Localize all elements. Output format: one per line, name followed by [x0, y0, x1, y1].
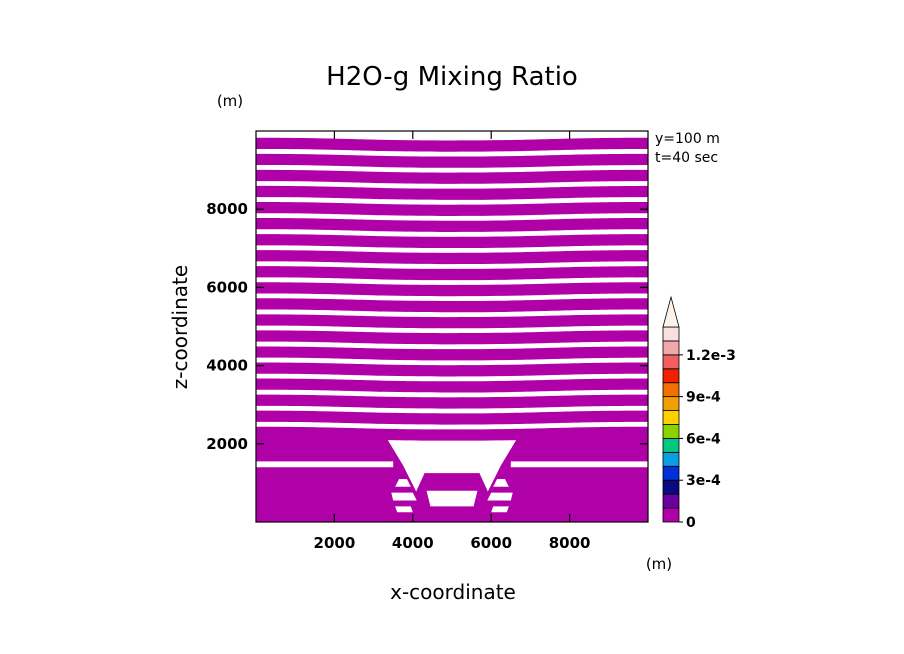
annotation-time: t=40 sec — [655, 150, 718, 166]
x-tick-label-6000: 6000 — [470, 534, 512, 552]
colorbar-bin-8 — [662, 410, 680, 425]
valley-wedge-1 — [395, 478, 411, 487]
plot-frame — [255, 130, 649, 523]
y-axis: 2000 4000 6000 8000 — [206, 200, 648, 453]
x-tick-label-4000: 4000 — [392, 534, 434, 552]
colorbar-bin-3 — [662, 479, 680, 495]
mixing-band-16 — [256, 185, 648, 200]
left-gap-strip — [256, 461, 394, 468]
colorbar-bin-9 — [662, 396, 680, 411]
colorbar-bin-4 — [662, 465, 680, 481]
valley-wedge-6 — [491, 506, 509, 513]
colorbar-bin-14 — [662, 326, 680, 342]
colorbar: 0 3e-4 6e-4 9e-4 1.2e-3 — [662, 295, 736, 531]
mixing-band-4 — [256, 378, 648, 393]
colorbar-bin-6 — [662, 438, 680, 453]
valley-wedge-5 — [487, 492, 513, 501]
colorbar-bin-12 — [662, 354, 680, 370]
x-tick-label-8000: 8000 — [549, 534, 591, 552]
x-tick-label-2000: 2000 — [314, 534, 356, 552]
annotation-y-position: y=100 m — [655, 131, 720, 147]
colorbar-bin-13 — [662, 340, 680, 356]
colorbar-extend-arrow — [662, 295, 680, 328]
y-unit-label: (m) — [217, 92, 243, 110]
mixing-band-6 — [256, 346, 648, 361]
mixing-band-13 — [256, 234, 648, 249]
mixing-band-18 — [256, 153, 648, 168]
mixing-band-8 — [256, 314, 648, 329]
right-terrain-block — [483, 435, 648, 522]
valley-wedge-4 — [493, 478, 509, 487]
mixing-band-7 — [256, 330, 648, 345]
y-axis-label: z-coordinate — [168, 265, 192, 389]
mixing-band-15 — [256, 201, 648, 216]
x-unit-label: (m) — [646, 555, 672, 573]
colorbar-bin-10 — [662, 382, 680, 398]
mixing-band-19 — [256, 137, 648, 152]
colorbar-tick-label-3: 9e-4 — [686, 390, 721, 406]
mixing-band-3 — [256, 394, 648, 409]
y-tick-label-4000: 4000 — [206, 357, 248, 375]
y-tick-label-8000: 8000 — [206, 200, 248, 218]
mixing-band-12 — [256, 250, 648, 265]
colorbar-bin-11 — [662, 368, 680, 384]
colorbar-tick-label-1: 3e-4 — [686, 473, 721, 489]
colorbar-bin-7 — [662, 424, 680, 439]
colorbar-bin-1 — [662, 507, 680, 523]
mixing-band-5 — [256, 362, 648, 377]
valley-wedge-2 — [391, 492, 417, 501]
x-axis-label: x-coordinate — [390, 580, 516, 604]
mixing-band-11 — [256, 266, 648, 281]
y-tick-label-2000: 2000 — [206, 435, 248, 453]
mixing-band-2 — [256, 410, 648, 425]
mixing-band-10 — [256, 282, 648, 297]
colorbar-tick-label-4: 1.2e-3 — [686, 348, 736, 364]
right-gap-strip — [510, 461, 648, 468]
colorbar-bin-2 — [662, 493, 680, 509]
valley-wedge-3 — [395, 506, 413, 513]
mixing-band-17 — [256, 169, 648, 184]
y-tick-label-6000: 6000 — [206, 278, 248, 296]
mixing-ratio-field — [256, 137, 648, 522]
left-terrain-block — [256, 435, 421, 522]
chart-title: H2O-g Mixing Ratio — [326, 62, 578, 92]
colorbar-tick-label-2: 6e-4 — [686, 431, 721, 447]
colorbar-tick-label-0: 0 — [686, 515, 696, 531]
colorbar-bin-5 — [662, 451, 680, 467]
mixing-band-14 — [256, 218, 648, 233]
x-axis: 2000 4000 6000 8000 — [314, 131, 591, 552]
mixing-band-9 — [256, 298, 648, 313]
valley-inner-gap — [426, 490, 478, 507]
